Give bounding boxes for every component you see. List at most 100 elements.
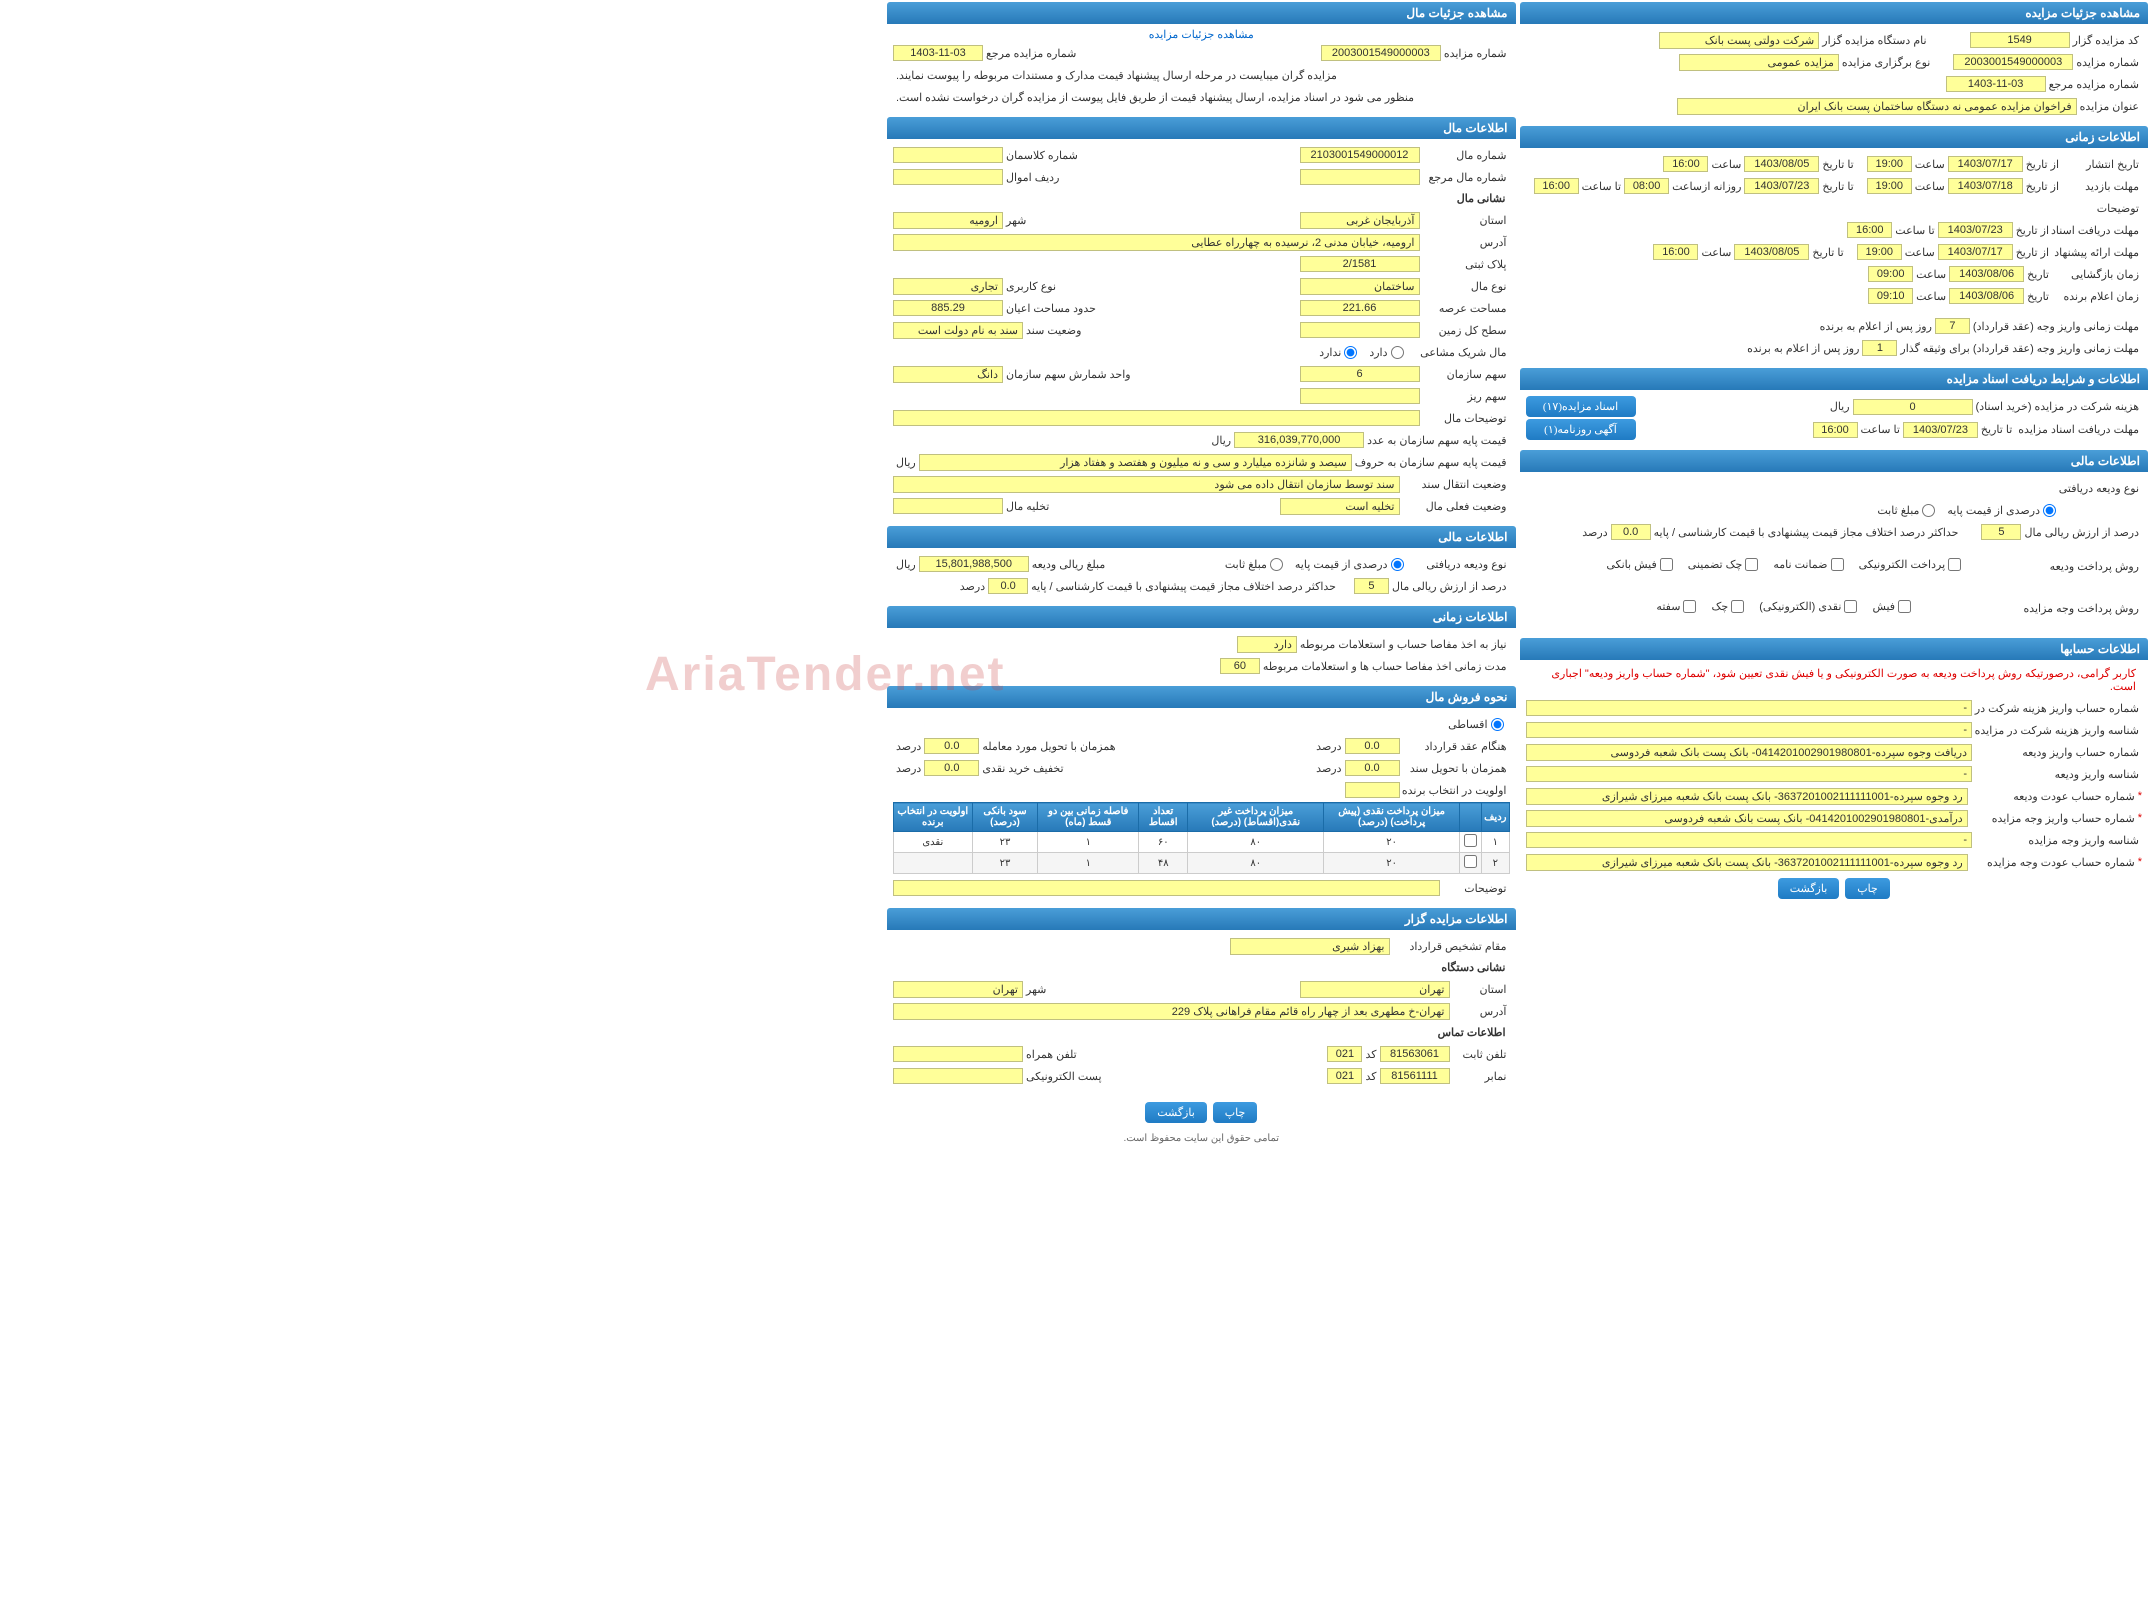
back-button[interactable]: بازگشت bbox=[1778, 878, 1840, 899]
r-s5-header: اطلاعات حسابها bbox=[1520, 638, 2149, 660]
l-s3-body: نوع ودیعه دریافتی درصدی از قیمت پایه مبل… bbox=[887, 548, 1516, 606]
l: تخلیه مال bbox=[1003, 500, 1052, 513]
l: مهلت بازدید bbox=[2062, 180, 2142, 193]
f: آذربایجان غربی bbox=[1300, 212, 1420, 229]
f: 60 bbox=[1220, 658, 1260, 674]
f: 885.29 bbox=[893, 300, 1003, 316]
f: دارد bbox=[1237, 636, 1297, 653]
l: وضعیت فعلی مال bbox=[1400, 500, 1510, 513]
radio[interactable]: اقساطی bbox=[1448, 718, 1503, 731]
f: - bbox=[1526, 766, 1973, 782]
row-checkbox[interactable] bbox=[1464, 834, 1477, 847]
l: ساعت bbox=[1913, 290, 1949, 303]
newspaper-button[interactable]: آگهی روزنامه(۱) bbox=[1526, 419, 1636, 440]
radio[interactable]: دارد bbox=[1369, 346, 1403, 359]
l: اولویت در انتخاب برنده bbox=[1400, 784, 1510, 797]
l: کد bbox=[1362, 1048, 1379, 1061]
cb[interactable]: نقدی (الکترونیکی) bbox=[1759, 600, 1857, 613]
l: شماره حساب عودت ودیعه bbox=[1968, 790, 2138, 803]
f: بهزاد شیری bbox=[1230, 938, 1390, 955]
l: درصد bbox=[1579, 526, 1610, 539]
f: 5 bbox=[1981, 524, 2021, 540]
l-s5-body: اقساطی هنگام عقد قرارداد 0.0 درصد همزمان… bbox=[887, 708, 1516, 908]
r-s1-header: مشاهده جزئیات مزایده bbox=[1520, 2, 2149, 24]
print-button[interactable]: چاپ bbox=[1213, 1102, 1258, 1123]
cb[interactable]: سفته bbox=[1656, 600, 1696, 613]
l: نوع برگزاری مزایده bbox=[1839, 56, 1933, 69]
radio-fixed[interactable]: مبلغ ثابت bbox=[1877, 504, 1935, 517]
f: رد وجوه سپرده-3637201002111111001- بانک … bbox=[1526, 854, 1968, 871]
f: 0.0 bbox=[1345, 738, 1400, 754]
f: 16:00 bbox=[1813, 422, 1858, 438]
f: 6 bbox=[1300, 366, 1420, 382]
cb[interactable]: ضمانت نامه bbox=[1773, 558, 1843, 571]
r-s4-header: اطلاعات مالی bbox=[1520, 450, 2149, 472]
cb[interactable]: فیش بانکی bbox=[1606, 558, 1672, 571]
l: روز پس از اعلام به برنده bbox=[1744, 342, 1862, 355]
l: درصد از ارزش ریالی مال bbox=[1389, 580, 1510, 593]
f: تجاری bbox=[893, 278, 1003, 295]
radio[interactable]: درصدی از قیمت پایه bbox=[1295, 558, 1404, 571]
f: 2003001549000003 bbox=[1321, 45, 1441, 61]
f: سند به نام دولت است bbox=[893, 322, 1023, 339]
print-button[interactable]: چاپ bbox=[1845, 878, 1890, 899]
f: 1403/07/23 bbox=[1938, 222, 2013, 238]
r-s4-body: نوع ودیعه دریافتی درصدی از قیمت پایه مبل… bbox=[1520, 472, 2149, 638]
l: ریال bbox=[1827, 400, 1853, 413]
details-link[interactable]: مشاهده جزئیات مزایده bbox=[1149, 29, 1254, 41]
l: زمان بازگشایی bbox=[2052, 268, 2142, 281]
f: شرکت دولتی پست بانک bbox=[1659, 32, 1819, 49]
l: نوع کاربری bbox=[1003, 280, 1059, 293]
f: 1403/07/23 bbox=[1744, 178, 1819, 194]
l: تا تاریخ bbox=[1809, 246, 1846, 259]
l: ساعت bbox=[1912, 158, 1948, 171]
l: تاریخ bbox=[2024, 290, 2052, 303]
f: 1403/08/06 bbox=[1949, 288, 2024, 304]
row-checkbox[interactable] bbox=[1464, 855, 1477, 868]
l: روش پرداخت ودیعه bbox=[2042, 560, 2142, 573]
f: - bbox=[1526, 832, 1973, 848]
l: شماره حساب واریز ودیعه bbox=[1972, 746, 2142, 759]
cb[interactable]: چک تضمینی bbox=[1688, 558, 1758, 571]
f: سند توسط سازمان انتقال داده می شود bbox=[893, 476, 1400, 493]
l: ریال bbox=[893, 558, 919, 571]
l: مال شریک مشاعی bbox=[1410, 346, 1510, 359]
l: شماره مزایده bbox=[1441, 47, 1510, 60]
l: شماره حساب عودت وجه مزایده bbox=[1968, 856, 2138, 869]
th bbox=[1460, 803, 1482, 832]
cb[interactable]: چک bbox=[1711, 600, 1744, 613]
f bbox=[893, 1046, 1023, 1062]
right-column: مشاهده جزئیات مزایده کد مزایده گزار 1549… bbox=[1518, 0, 2150, 1150]
back-button[interactable]: بازگشت bbox=[1145, 1102, 1207, 1123]
f: 09:00 bbox=[1868, 266, 1913, 282]
cb[interactable]: فیش bbox=[1872, 600, 1911, 613]
l: مهلت دریافت اسناد مزایده bbox=[2015, 423, 2142, 436]
l: تا تاریخ bbox=[1819, 158, 1856, 171]
l: آدرس bbox=[1450, 1005, 1510, 1018]
f: 16:00 bbox=[1663, 156, 1708, 172]
page: مشاهده جزئیات مزایده کد مزایده گزار 1549… bbox=[885, 0, 2150, 1150]
l: ساعت bbox=[1913, 268, 1949, 281]
docs-button[interactable]: اسناد مزایده(۱۷) bbox=[1526, 396, 1636, 417]
l: تا تاریخ bbox=[1978, 423, 2015, 436]
l: ریال bbox=[1208, 434, 1234, 447]
f: 16:00 bbox=[1653, 244, 1698, 260]
f: 1 bbox=[1862, 340, 1897, 356]
f: 1403/07/18 bbox=[1948, 178, 2023, 194]
l-s2-header: اطلاعات مال bbox=[887, 117, 1516, 139]
f: رد وجوه سپرده-3637201002111111001- بانک … bbox=[1526, 788, 1968, 805]
cb[interactable]: پرداخت الکترونیکی bbox=[1859, 558, 1962, 571]
l: ردیف اموال bbox=[1003, 171, 1062, 184]
l: شماره مزایده مرجع bbox=[2046, 78, 2142, 91]
l: هنگام عقد قرارداد bbox=[1400, 740, 1510, 753]
l: توضیحات bbox=[1440, 882, 1510, 895]
radio-percent[interactable]: درصدی از قیمت پایه bbox=[1947, 504, 2056, 517]
radio[interactable]: مبلغ ثابت bbox=[1225, 558, 1283, 571]
f: سیصد و شانزده میلیارد و سی و نه میلیون و… bbox=[919, 454, 1352, 471]
radio[interactable]: ندارد bbox=[1319, 346, 1357, 359]
l: شناسه واریز وجه مزایده bbox=[1972, 834, 2142, 847]
l: شماره مزایده مرجع bbox=[983, 47, 1079, 60]
f: ارومیه bbox=[893, 212, 1003, 229]
l: مقام تشخیص قرارداد bbox=[1390, 940, 1510, 953]
f: 09:10 bbox=[1868, 288, 1913, 304]
